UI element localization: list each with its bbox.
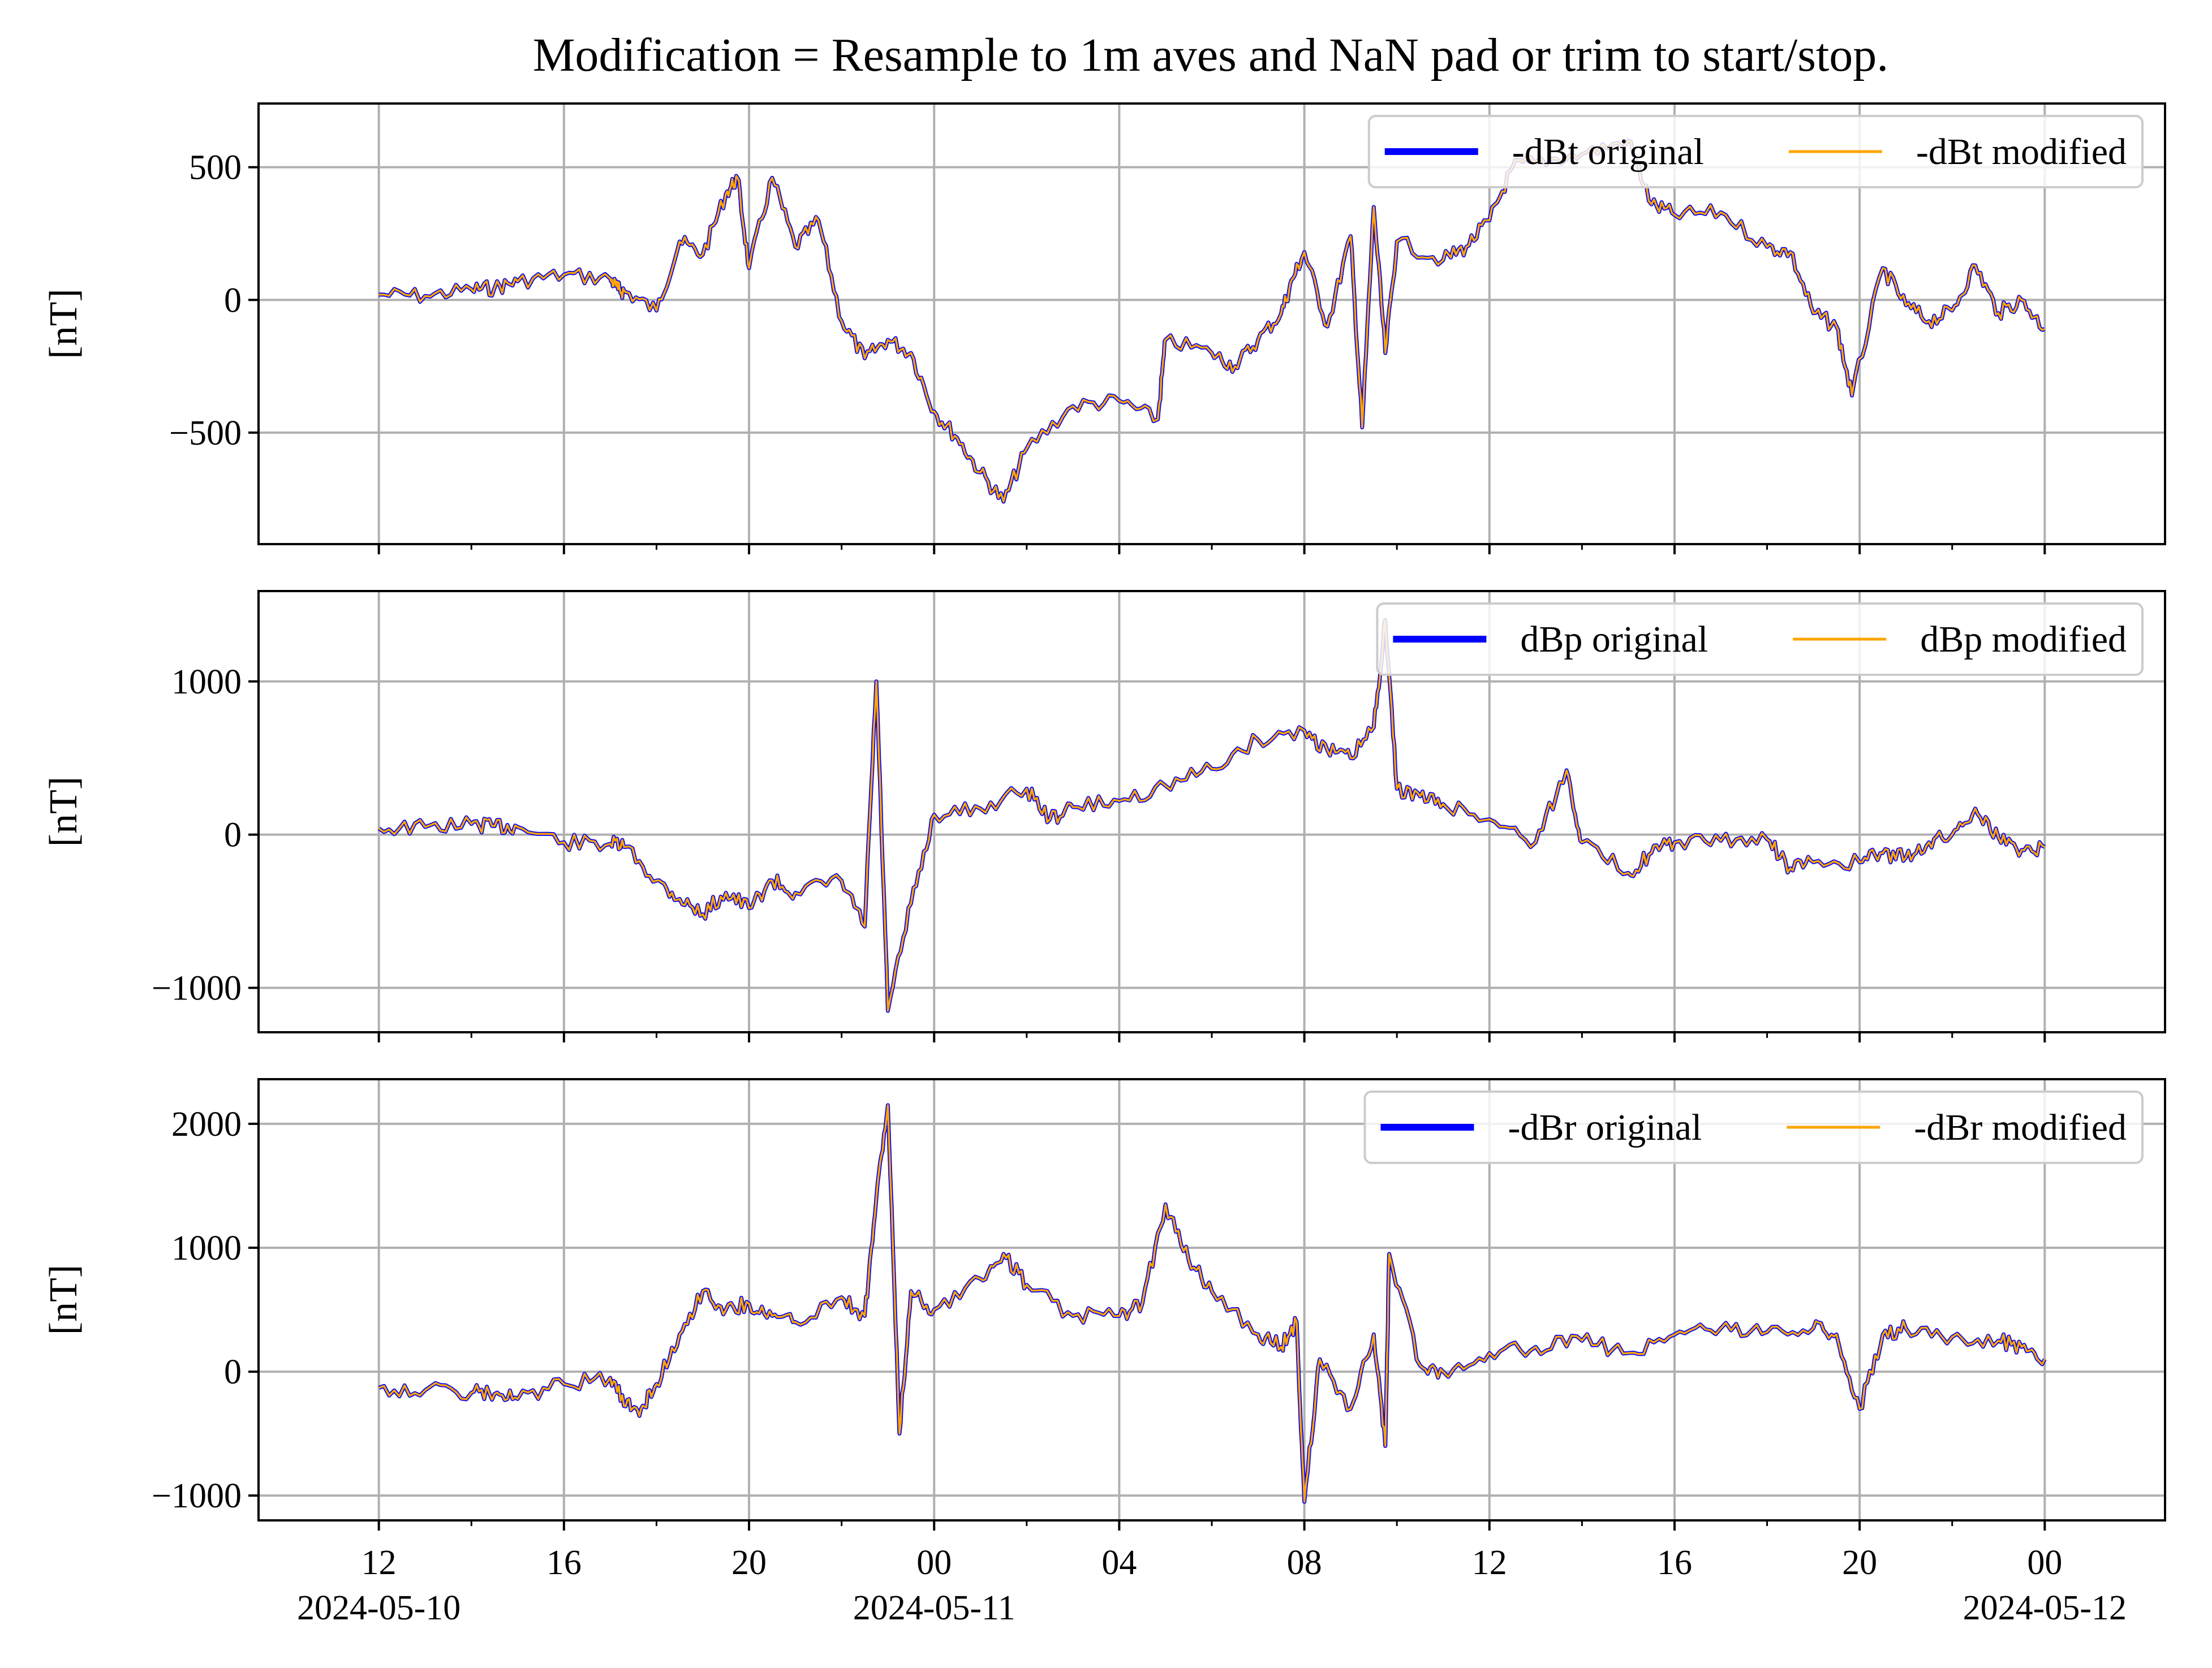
series-modified-line xyxy=(378,1104,2046,1503)
x-date-label: 2024-05-10 xyxy=(297,1589,461,1627)
x-tick-label: 08 xyxy=(1287,1544,1322,1582)
y-tick-label: −1000 xyxy=(152,1477,242,1515)
y-tick-label: 500 xyxy=(189,149,242,187)
legend: -dBt original -dBt modified xyxy=(1367,115,2144,188)
series-modified-line xyxy=(378,619,2046,1012)
legend-label: -dBr modified xyxy=(1914,1107,2127,1148)
legend-label: dBp modified xyxy=(1920,619,2127,660)
y-tick-label: 0 xyxy=(224,816,242,855)
x-tick-label: 12 xyxy=(1472,1544,1507,1582)
series-modified-line xyxy=(378,139,2045,503)
subplots: −500 0 500 [nT] -dBt original -dBt modified −1… xyxy=(42,102,2166,1531)
x-tick-label: 04 xyxy=(1101,1544,1137,1582)
x-tick-label: 20 xyxy=(731,1544,767,1582)
x-tick-label: 16 xyxy=(546,1544,582,1582)
legend-label: -dBt modified xyxy=(1916,131,2127,173)
legend-label: -dBt original xyxy=(1512,131,1704,173)
y-tick-label: 1000 xyxy=(171,1229,242,1268)
legend-frame xyxy=(1367,115,2144,188)
y-axis-label: [nT] xyxy=(42,288,85,359)
legend-label: dBp original xyxy=(1520,619,1708,660)
legend: -dBr original -dBr modified xyxy=(1363,1091,2144,1164)
x-tick-label: 00 xyxy=(2027,1544,2062,1582)
y-axis-label: [nT] xyxy=(42,777,85,847)
subplot-3: −1000 0 1000 2000 [nT] -dBr original -dBr modi… xyxy=(42,1078,2166,1531)
y-tick-label: −500 xyxy=(169,414,242,452)
x-tick-label: 16 xyxy=(1657,1544,1692,1582)
x-date-label: 2024-05-11 xyxy=(853,1589,1015,1627)
x-tick-label: 12 xyxy=(362,1544,397,1582)
x-axis-tick-labels: 12 2024-05-10 16 20 00 2024-05-11 04 08 12 16 20 00… xyxy=(297,1544,2127,1627)
legend-label: -dBr original xyxy=(1508,1107,1702,1148)
legend-frame xyxy=(1376,602,2144,676)
x-tick-label: 00 xyxy=(916,1544,952,1582)
legend-frame xyxy=(1363,1091,2144,1164)
y-tick-label: 0 xyxy=(224,281,242,320)
y-tick-label: 2000 xyxy=(171,1105,242,1144)
y-tick-label: −1000 xyxy=(152,969,242,1007)
y-axis-label: [nT] xyxy=(42,1265,85,1335)
subplot-2: −1000 0 1000 [nT] dBp original dBp modified xyxy=(42,590,2166,1042)
y-tick-label: 0 xyxy=(224,1353,242,1391)
chart-title: Modification = Resample to 1m aves and N… xyxy=(533,29,1889,81)
x-date-label: 2024-05-12 xyxy=(1963,1589,2127,1627)
subplot-1: −500 0 500 [nT] -dBt original -dBt modified xyxy=(42,102,2166,554)
x-tick-label: 20 xyxy=(1842,1544,1877,1582)
y-tick-label: 1000 xyxy=(171,663,242,701)
legend: dBp original dBp modified xyxy=(1376,602,2144,676)
